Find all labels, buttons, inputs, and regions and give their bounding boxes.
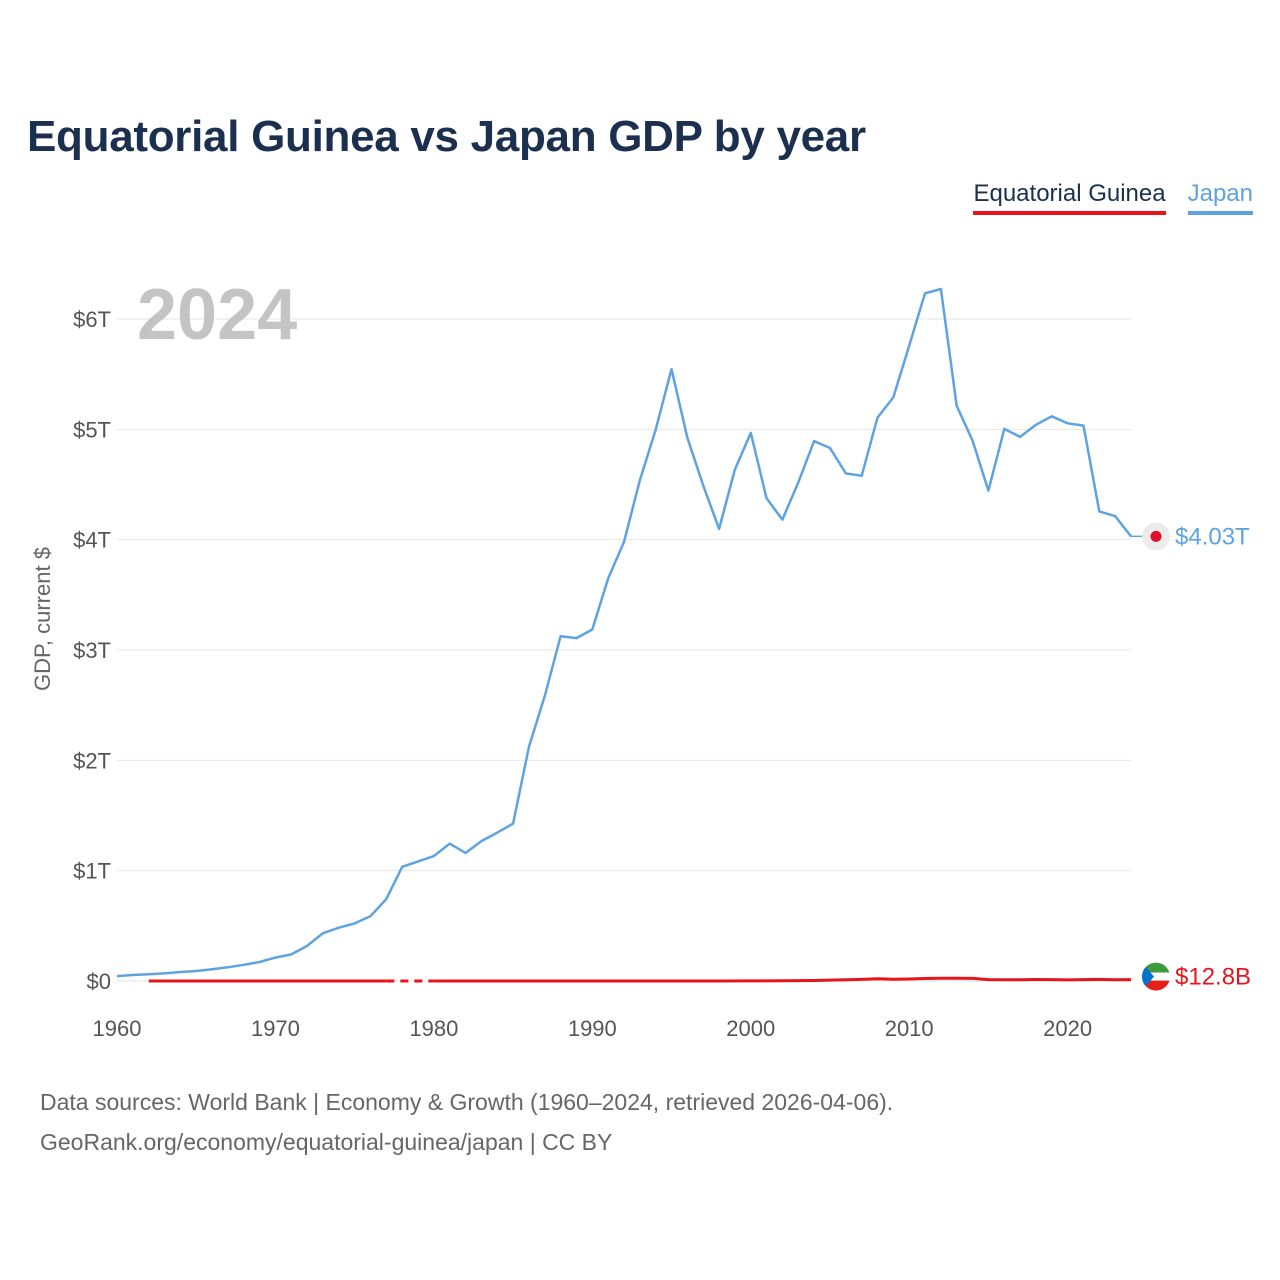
x-tick-label: 2010: [885, 1016, 934, 1041]
legend-item-japan[interactable]: Japan: [1187, 180, 1253, 215]
x-tick-label: 1960: [93, 1016, 142, 1041]
source-line: Data sources: World Bank | Economy & Gro…: [40, 1089, 894, 1115]
source-footer: Data sources: World Bank | Economy & Gro…: [40, 1082, 893, 1162]
gdp-line-chart: $0 $1T $2T $3T $4T $5T $6T 1960 1970 1980 1990 200…: [30, 275, 1251, 1041]
y-tick-label: $4T: [73, 528, 111, 553]
equatorial-guinea-flag-icon: [1142, 962, 1170, 991]
y-axis-ticks: $0 $1T $2T $3T $4T $5T $6T: [73, 307, 111, 994]
end-markers: $4.03T $12.8B: [1131, 522, 1251, 991]
x-tick-label: 1980: [409, 1016, 458, 1041]
grid-lines: [117, 318, 1131, 982]
y-tick-label: $2T: [73, 748, 111, 773]
y-tick-label: $1T: [73, 859, 111, 884]
japan-flag-dot: [1150, 530, 1162, 542]
x-tick-label: 2020: [1043, 1016, 1092, 1041]
end-label-japan: $4.03T: [1175, 523, 1250, 550]
legend: Equatorial Guinea Japan: [973, 180, 1253, 215]
source-link[interactable]: GeoRank.org/economy/equatorial-guinea/ja…: [40, 1129, 613, 1155]
x-axis-ticks: 1960 1970 1980 1990 2000 2010 2020: [93, 1016, 1093, 1041]
chart-title: Equatorial Guinea vs Japan GDP by year: [27, 112, 866, 161]
end-label-equatorial-guinea: $12.8B: [1175, 964, 1251, 991]
series-line-japan: [116, 287, 1132, 978]
y-axis-title: GDP, current $: [30, 547, 55, 691]
y-tick-label: $5T: [73, 417, 111, 442]
series-line-equatorial-guinea: [433, 976, 1132, 983]
y-tick-label: $6T: [73, 307, 111, 332]
x-tick-label: 1970: [251, 1016, 300, 1041]
x-tick-label: 1990: [568, 1016, 617, 1041]
current-year-label: 2024: [137, 275, 297, 355]
legend-item-equatorial-guinea[interactable]: Equatorial Guinea: [973, 180, 1166, 215]
y-tick-label: $3T: [73, 638, 111, 663]
x-tick-label: 2000: [726, 1016, 775, 1041]
y-tick-label: $0: [87, 969, 111, 994]
series-lines: [116, 287, 1132, 983]
